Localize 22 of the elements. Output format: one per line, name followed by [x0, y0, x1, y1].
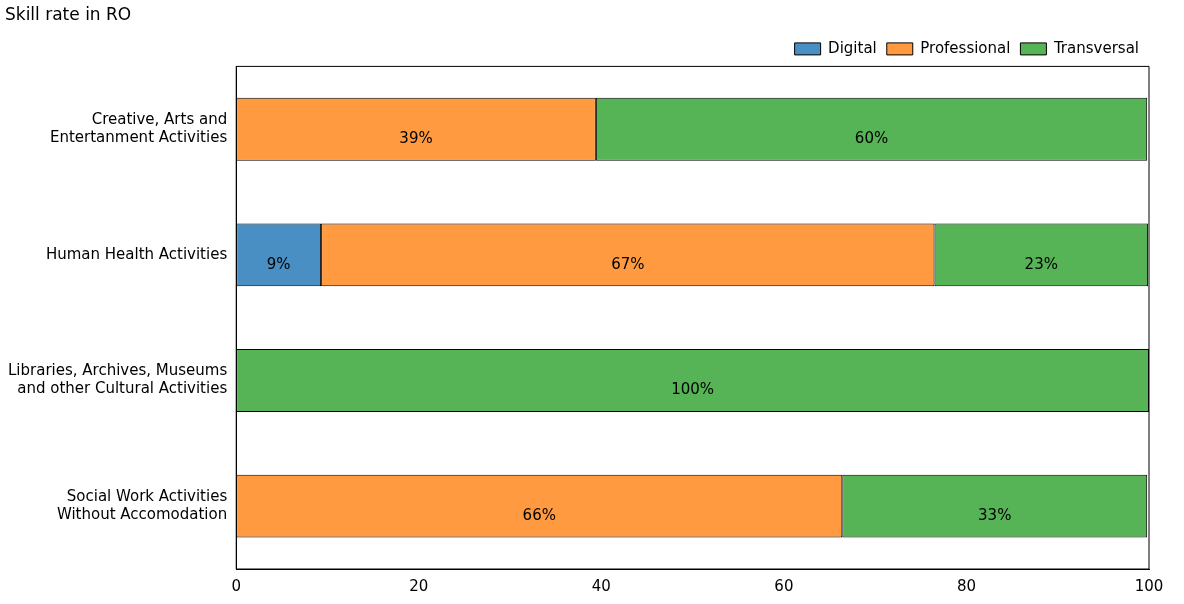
legend-label: Digital: [828, 38, 877, 57]
x-tick-label: 0: [231, 576, 241, 595]
legend-label: Professional: [920, 38, 1011, 57]
data-label: 60%: [854, 129, 889, 148]
y-tick-label: Creative, Arts and Entertanment Activities: [49, 110, 228, 147]
x-tick-label: 40: [591, 576, 611, 595]
x-tick-label: 60: [774, 576, 794, 595]
x-tick-label: 20: [409, 576, 429, 595]
y-tick-label: Social Work Activities Without Accomodation: [56, 487, 228, 524]
data-label: 67%: [611, 254, 645, 273]
legend-label: Transversal: [1052, 38, 1140, 57]
data-label: 33%: [978, 506, 1012, 525]
y-tick-label: Human Health Activities: [45, 244, 228, 263]
data-label: 66%: [522, 506, 556, 525]
text: Skill rate in RO: [5, 3, 132, 24]
y-tick-label: Libraries, Archives, Museums and other Cultural Activities: [7, 361, 228, 398]
data-label: 39%: [399, 129, 433, 148]
x-tick-label: 80: [956, 576, 976, 595]
x-tick-label: 100: [1134, 576, 1164, 595]
data-label: 23%: [1024, 254, 1058, 273]
data-label: 9%: [266, 254, 291, 273]
data-label: 100%: [671, 380, 715, 399]
